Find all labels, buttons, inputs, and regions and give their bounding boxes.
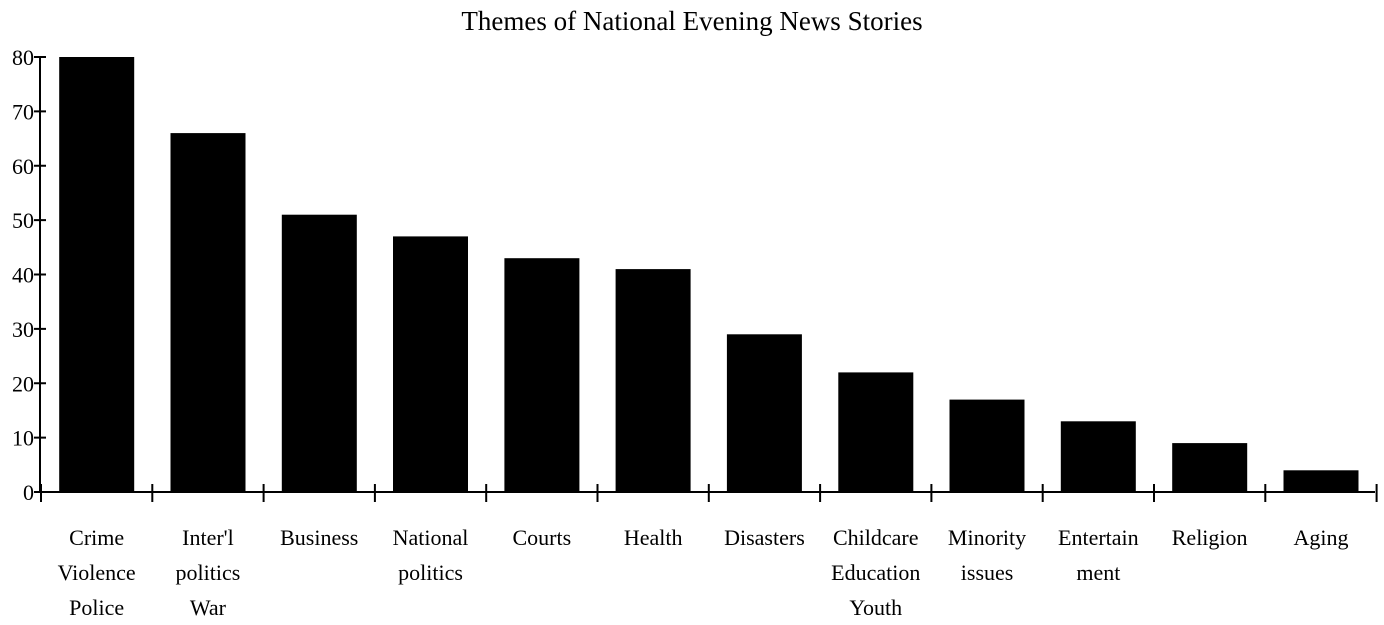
x-tick-label: Aging — [1293, 525, 1349, 550]
x-tick-label: Religion — [1171, 525, 1248, 550]
y-tick-label: 0 — [23, 480, 34, 505]
axes — [39, 57, 1378, 502]
bar — [1172, 443, 1248, 492]
x-tick-label: Business — [280, 525, 359, 550]
y-tick-label: 80 — [12, 45, 34, 70]
x-tick-label: Crime Violence Police — [57, 525, 136, 620]
bar — [59, 57, 135, 492]
bar — [504, 258, 580, 492]
bar — [393, 236, 468, 492]
bar — [838, 372, 914, 492]
bar — [170, 133, 246, 492]
bar — [281, 214, 357, 492]
y-tick-label: 20 — [12, 371, 34, 396]
x-tick-label: Courts — [512, 525, 572, 550]
y-axis-ticks: 0 10 20 30 40 50 60 70 80 — [12, 45, 46, 505]
bar — [1283, 470, 1359, 493]
y-tick-label: 40 — [12, 263, 34, 288]
bar — [949, 399, 1025, 492]
chart-title: Themes of National Evening News Stories — [461, 6, 923, 36]
bars — [59, 57, 1359, 493]
x-tick-label: Childcare Education Youth — [831, 525, 921, 620]
x-tick-label: Health — [623, 525, 683, 550]
x-tick-label: Inter'l politics War — [175, 525, 241, 620]
y-tick-label: 50 — [12, 208, 34, 233]
bar — [726, 334, 802, 492]
x-tick-label: Disasters — [724, 525, 805, 550]
bar — [615, 269, 691, 492]
x-tick-label: Minority issues — [947, 525, 1027, 585]
y-tick-label: 10 — [12, 426, 34, 451]
y-tick-label: 70 — [12, 99, 34, 124]
y-tick-label: 60 — [12, 154, 34, 179]
y-tick-label: 30 — [12, 317, 34, 342]
x-tick-label: National politics — [392, 525, 469, 585]
x-tick-label: Entertain ment — [1058, 525, 1139, 585]
bar — [1060, 421, 1136, 492]
